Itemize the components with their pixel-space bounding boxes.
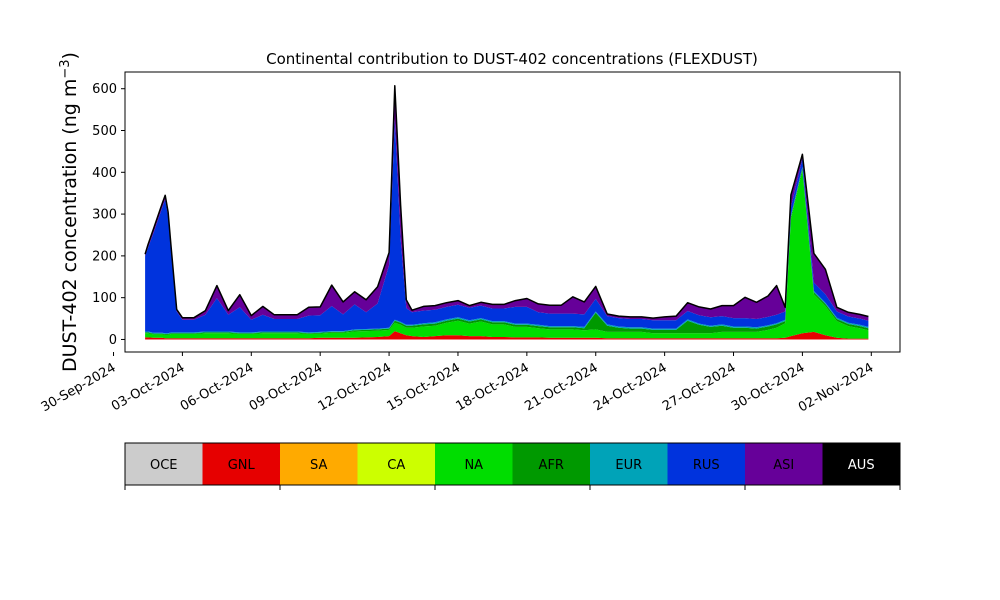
legend-swatch-na [435, 443, 513, 485]
legend-label-gnl: GNL [228, 458, 256, 473]
legend-swatch-afr [512, 443, 591, 485]
legend-label-asi: ASI [773, 458, 794, 473]
y-tick-label: 200 [92, 249, 117, 264]
legend-swatch-eur [590, 443, 668, 485]
x-tick-label: 15-Oct-2024 [385, 360, 463, 414]
x-tick-label: 21-Oct-2024 [522, 360, 600, 414]
legend-swatch-asi [745, 443, 823, 485]
legend-swatch-oce [125, 443, 203, 485]
legend: OCE GNL SA CA NA AFR EUR RUS ASI AUS [124, 442, 901, 490]
legend-label-afr: AFR [539, 458, 564, 473]
series-area-asi [145, 85, 869, 321]
series-area-rus [145, 119, 869, 334]
legend-swatch-gnl [202, 443, 281, 485]
x-tick-label: 24-Oct-2024 [591, 360, 669, 414]
plot-area: 010020030040050060030-Sep-202403-Oct-202… [39, 71, 901, 415]
x-tick-label: 27-Oct-2024 [660, 360, 738, 414]
y-axis-label-exponent: −3 [58, 59, 73, 78]
series-area-na [145, 170, 869, 339]
legend-label-sa: SA [310, 458, 327, 473]
y-axis-label: DUST-402 concentration (ng m−3) [58, 52, 82, 372]
y-tick-label: 500 [92, 124, 117, 139]
legend-swatch-rus [667, 443, 746, 485]
x-tick-label: 18-Oct-2024 [453, 360, 531, 414]
plot-frame [124, 71, 901, 353]
legend-label-rus: RUS [693, 458, 720, 473]
y-axis-label-close: ) [59, 52, 81, 59]
y-tick-label: 100 [92, 291, 117, 306]
legend-swatch-ca [357, 443, 436, 485]
y-tick-label: 400 [92, 166, 117, 181]
legend-frame [124, 442, 901, 486]
x-tick-label: 02-Nov-2024 [796, 360, 876, 415]
y-tick-label: 0 [109, 333, 117, 348]
x-tick-label: 03-Oct-2024 [109, 360, 187, 414]
x-tick-label: 30-Oct-2024 [729, 360, 807, 414]
legend-label-oce: OCE [150, 458, 178, 473]
y-tick-label: 300 [92, 208, 117, 223]
total-line [144, 85, 869, 319]
legend-swatch-aus [822, 443, 901, 485]
legend-label-na: NA [464, 458, 483, 473]
y-tick-label: 600 [92, 82, 117, 97]
x-tick-label: 06-Oct-2024 [178, 360, 256, 414]
series-area-gnl [145, 331, 869, 340]
chart-title: Continental contribution to DUST-402 con… [266, 50, 758, 68]
y-axis-label-main: DUST-402 concentration (ng m [59, 79, 81, 372]
legend-label-eur: EUR [615, 458, 642, 473]
legend-label-aus: AUS [848, 458, 875, 473]
legend-swatch-sa [280, 443, 358, 485]
legend-label-ca: CA [387, 458, 405, 473]
x-tick-label: 09-Oct-2024 [247, 360, 325, 414]
x-tick-label: 12-Oct-2024 [316, 360, 394, 414]
